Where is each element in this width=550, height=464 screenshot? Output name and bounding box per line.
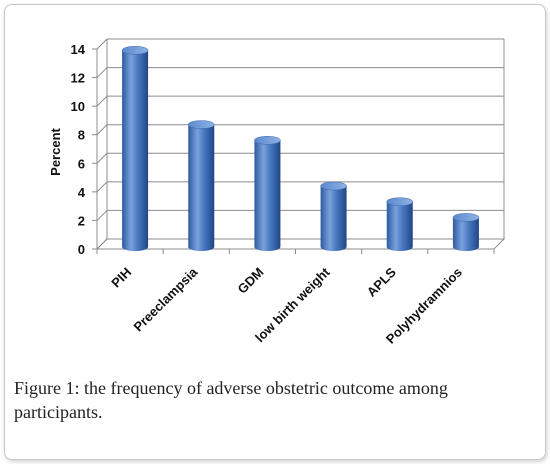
gridline-side [96, 38, 108, 50]
bar-body [122, 50, 149, 251]
x-tick-label: Preeclampsia [130, 264, 200, 334]
caption-text: the frequency of adverse obstetric outco… [14, 378, 448, 422]
bar-layer [121, 46, 480, 251]
gridline-side [96, 67, 108, 78]
x-tick-label: APLS [364, 264, 399, 299]
bar-body [188, 124, 215, 251]
x-tick-label: GDM [234, 265, 266, 297]
gridline-side [96, 210, 108, 221]
figure-caption: Figure 1: the frequency of adverse obste… [14, 376, 524, 424]
y-tick-label: 0 [78, 242, 85, 257]
bar [386, 197, 413, 251]
bar-body [452, 217, 479, 251]
bar [188, 120, 215, 251]
gridline-side [96, 181, 108, 193]
bar-body [254, 140, 281, 251]
bar [121, 46, 149, 251]
grid-layer [96, 38, 504, 250]
axis-layer [92, 39, 506, 254]
bar [452, 213, 480, 251]
bar-cap [320, 181, 347, 191]
bar-cap [121, 46, 149, 55]
gridline-side [96, 124, 108, 136]
floor [95, 238, 506, 250]
bar [320, 181, 347, 251]
bar-cap [452, 213, 480, 222]
y-axis-title: Percent [48, 127, 63, 175]
y-tick-label: 12 [71, 71, 85, 86]
bar [254, 136, 281, 251]
x-tick-label: PIH [108, 265, 134, 291]
y-tick-label: 4 [78, 185, 86, 200]
bar-body [320, 186, 347, 251]
y-tick-label: 2 [78, 213, 85, 228]
y-tick-label: 8 [78, 128, 85, 143]
y-tick-label: 6 [78, 156, 85, 171]
gridline-side [96, 152, 108, 164]
y-tick-label: 10 [71, 99, 85, 114]
bar-cap [254, 136, 281, 145]
bar-body [386, 201, 413, 251]
bar-cap [188, 120, 215, 129]
bar-cap [386, 197, 413, 206]
gridline-side [96, 95, 108, 107]
y-tick-label: 14 [71, 42, 86, 57]
figure-label: Figure 1: [14, 378, 80, 398]
